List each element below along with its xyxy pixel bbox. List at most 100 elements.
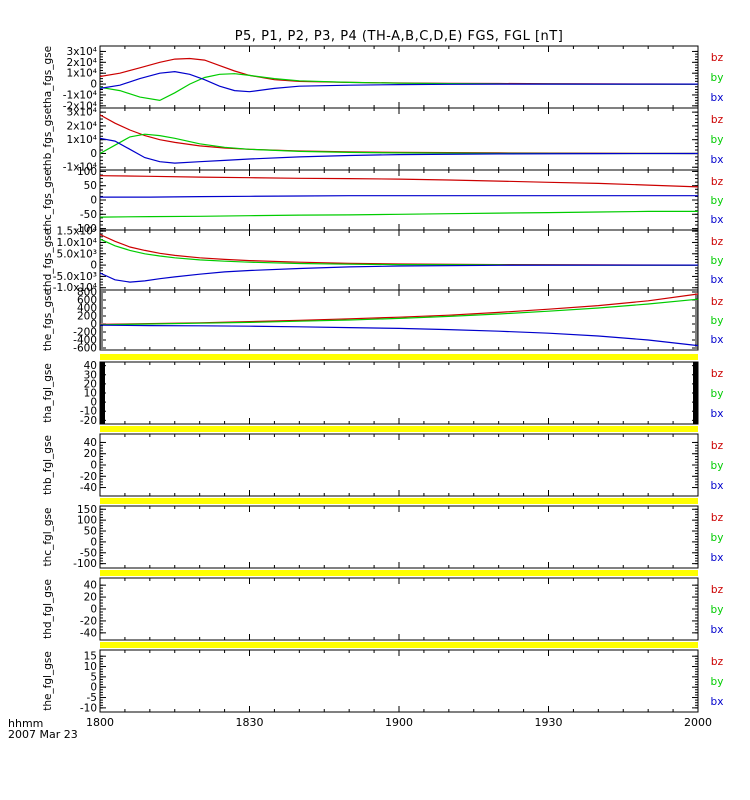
- panel-ylabel: the_fgl_gse: [42, 651, 54, 711]
- panel-frame: [99, 361, 699, 425]
- y-tick-label: 0: [90, 682, 97, 694]
- y-tick-label: 400: [77, 303, 97, 315]
- y-tick-label: -20: [80, 415, 97, 427]
- y-tick-label: 20: [84, 448, 97, 460]
- series-bx: [99, 70, 698, 93]
- series-bz: [99, 114, 699, 155]
- y-tick-label: 50: [84, 526, 97, 538]
- series-bx: [99, 137, 699, 164]
- panel-ylabel: thb_fgs_gse: [42, 108, 54, 170]
- y-tick-label: 10: [84, 388, 97, 400]
- y-tick-label: -50: [80, 209, 97, 221]
- y-tick-label: -100: [73, 558, 97, 570]
- panel-frame: [99, 433, 699, 497]
- legend-by: by: [711, 195, 724, 207]
- legend-bx: bx: [711, 214, 724, 226]
- legend-bz: bz: [711, 440, 724, 452]
- legend-by: by: [711, 604, 724, 616]
- series-by: [99, 210, 698, 218]
- panel-frame: [99, 45, 699, 109]
- x-tick-label: 1830: [236, 716, 264, 729]
- legend-bz: bz: [711, 512, 724, 524]
- panel-ylabel: tha_fgs_gse: [42, 46, 54, 108]
- y-tick-label: 600: [77, 295, 97, 307]
- y-tick-label: 800: [77, 287, 97, 299]
- panel-ylabel: tha_fgl_gse: [42, 363, 54, 423]
- y-tick-label: 20: [84, 378, 97, 390]
- series-bz: [99, 57, 699, 85]
- panel-ylabel: thb_fgl_gse: [42, 435, 54, 495]
- legend-bx: bx: [711, 154, 724, 166]
- y-tick-label: 2x10⁴: [67, 120, 97, 132]
- panel-frame: [99, 505, 699, 569]
- y-tick-label: 100: [77, 166, 97, 178]
- no-data-bar: [100, 426, 698, 432]
- y-tick-label: 0: [90, 397, 97, 409]
- y-tick-label: 1x10⁴: [67, 68, 97, 80]
- legend-bx: bx: [711, 274, 724, 286]
- legend-bz: bz: [711, 236, 724, 248]
- legend-bx: bx: [711, 334, 724, 346]
- y-tick-label: 0: [90, 79, 97, 91]
- panel-frame: [99, 649, 699, 713]
- y-tick-label: -2x10⁴: [63, 100, 97, 112]
- legend-by: by: [711, 134, 724, 146]
- series-bz: [99, 175, 699, 188]
- y-tick-label: 5: [90, 671, 97, 683]
- y-tick-label: 40: [84, 360, 97, 372]
- series-by: [99, 133, 698, 155]
- y-tick-label: -1x10⁴: [63, 89, 97, 101]
- y-tick-label: -50: [80, 547, 97, 559]
- y-tick-label: -20: [80, 615, 97, 627]
- x-tick-label: 1800: [86, 716, 114, 729]
- y-tick-label: 1.5x10⁴: [57, 226, 97, 238]
- y-tick-label: 150: [77, 504, 97, 516]
- y-tick-label: -400: [73, 335, 97, 347]
- y-tick-label: 10: [84, 661, 97, 673]
- legend-bx: bx: [711, 408, 724, 420]
- legend-by: by: [711, 388, 724, 400]
- legend-bx: bx: [711, 480, 724, 492]
- y-tick-label: 0: [90, 195, 97, 207]
- legend-bz: bz: [711, 584, 724, 596]
- panel-ylabel: thc_fgs_gse: [42, 169, 54, 230]
- panel-frame: [99, 107, 699, 171]
- legend-bz: bz: [711, 114, 724, 126]
- y-tick-label: 1.0x10⁴: [57, 237, 97, 249]
- legend-by: by: [711, 676, 724, 688]
- y-tick-label: -200: [73, 327, 97, 339]
- time-format-label: hhmm: [8, 717, 44, 730]
- no-data-bar: [100, 570, 698, 576]
- legend-bz: bz: [711, 296, 724, 308]
- legend-by: by: [711, 315, 724, 327]
- y-tick-label: 3x10⁴: [67, 46, 97, 58]
- y-tick-label: 15: [84, 651, 97, 663]
- legend-by: by: [711, 532, 724, 544]
- y-tick-label: -5.0x10³: [53, 271, 97, 283]
- y-tick-label: 3x10⁴: [67, 107, 97, 119]
- y-tick-label: 20: [84, 592, 97, 604]
- legend-by: by: [711, 255, 724, 267]
- x-tick-label: 1900: [385, 716, 413, 729]
- y-tick-label: 50: [84, 180, 97, 192]
- y-tick-label: 0: [90, 148, 97, 160]
- no-data-bar: [100, 642, 698, 648]
- y-tick-label: -1x10⁴: [63, 162, 97, 174]
- y-tick-label: 2x10⁴: [67, 57, 97, 69]
- panel-ylabel: thc_fgl_gse: [42, 508, 54, 567]
- date-label: 2007 Mar 23: [8, 728, 78, 741]
- panel-frame: [99, 229, 699, 291]
- series-bx: [100, 195, 698, 198]
- panel-ylabel: thd_fgs_gse: [42, 229, 54, 291]
- legend-by: by: [711, 72, 724, 84]
- panel-frame: [99, 289, 699, 351]
- series-by: [99, 238, 698, 266]
- x-tick-label: 2000: [684, 716, 712, 729]
- y-tick-label: 0: [90, 319, 97, 331]
- no-data-bar: [100, 498, 698, 504]
- series-by: [99, 73, 698, 102]
- y-tick-label: -600: [73, 343, 97, 355]
- y-tick-label: 0: [90, 536, 97, 548]
- legend-bz: bz: [711, 368, 724, 380]
- y-tick-label: 0: [90, 460, 97, 472]
